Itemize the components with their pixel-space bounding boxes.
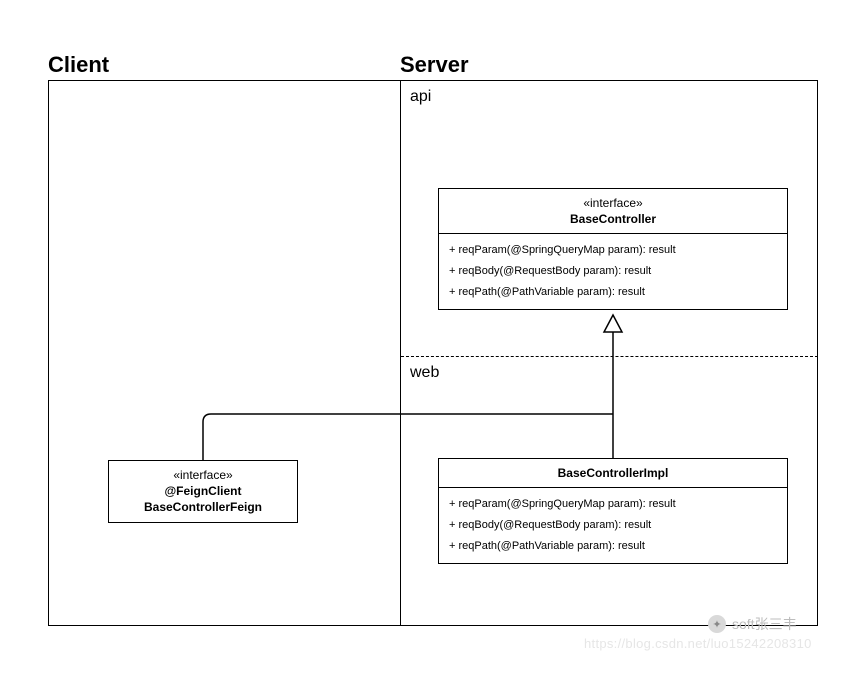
class-base-controller-feign-header: «interface» @FeignClient BaseControllerF… [109,461,297,522]
watermark-author: ✦ soft张三丰 [708,614,797,634]
frame-vertical-divider [400,80,401,626]
class-base-controller-feign: «interface» @FeignClient BaseControllerF… [108,460,298,523]
class-base-controller-impl-header: BaseControllerImpl [439,459,787,488]
watermark-author-text: soft张三丰 [732,614,797,634]
class-base-controller-header: «interface» BaseController [439,189,787,234]
frame-api-web-divider [401,356,818,357]
class-name: BaseControllerFeign [119,499,287,515]
method: + reqParam(@SpringQueryMap param): resul… [449,240,777,261]
method: + reqBody(@RequestBody param): result [449,515,777,536]
wechat-icon: ✦ [708,615,726,633]
stereotype-label: «interface» [119,467,287,483]
region-web-label: web [410,364,439,382]
uml-diagram: Client Server api web «interface» BaseCo… [48,58,818,626]
method: + reqParam(@SpringQueryMap param): resul… [449,494,777,515]
method: + reqPath(@PathVariable param): result [449,536,777,557]
method: + reqPath(@PathVariable param): result [449,282,777,303]
class-name: BaseController [449,211,777,227]
class-base-controller-impl-methods: + reqParam(@SpringQueryMap param): resul… [439,488,787,563]
class-base-controller-impl: BaseControllerImpl + reqParam(@SpringQue… [438,458,788,564]
watermark-url: https://blog.csdn.net/luo15242208310 [584,636,812,651]
class-name: BaseControllerImpl [449,465,777,481]
stereotype-label: «interface» [449,195,777,211]
package-server-title: Server [400,52,469,78]
method: + reqBody(@RequestBody param): result [449,261,777,282]
class-base-controller-methods: + reqParam(@SpringQueryMap param): resul… [439,234,787,309]
package-client-title: Client [48,52,109,78]
class-base-controller: «interface» BaseController + reqParam(@S… [438,188,788,310]
region-api-label: api [410,88,431,106]
annotation-label: @FeignClient [119,483,287,499]
